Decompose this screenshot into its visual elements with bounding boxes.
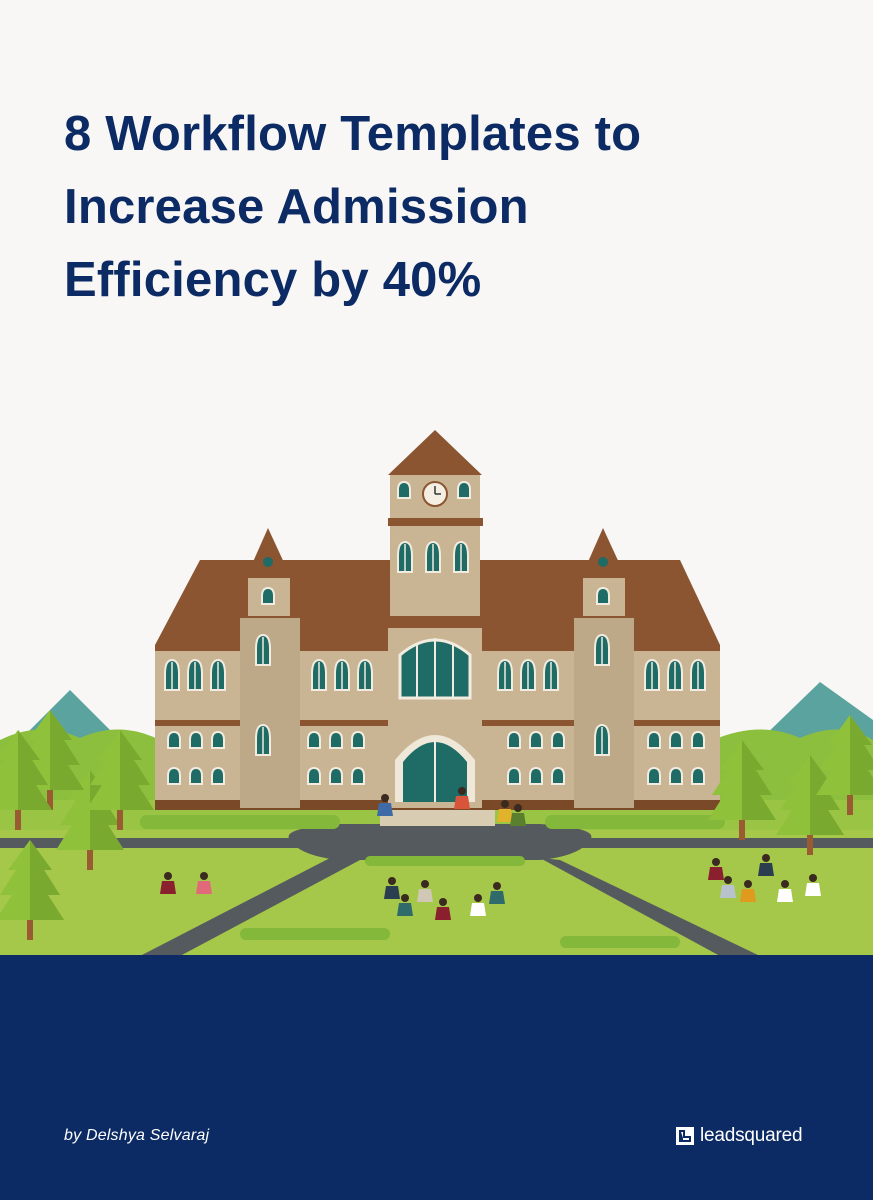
brand-name: leadsquared	[700, 1125, 803, 1146]
brand-logo: leadsquared	[676, 1125, 803, 1147]
title-line-1: 8 Workflow Templates to	[64, 107, 642, 161]
author-byline: by Delshya Selvaraj	[64, 1127, 210, 1144]
school-building-icon	[155, 430, 720, 810]
campus-illustration	[0, 430, 873, 956]
cover-footer: by Delshya Selvaraj leadsquared	[0, 955, 873, 1200]
leadsquared-logo-icon	[676, 1127, 694, 1145]
title-line-3: Efficiency by 40%	[64, 253, 482, 307]
cover-title: 8 Workflow Templates to Increase Admissi…	[64, 98, 784, 317]
title-line-2: Increase Admission	[64, 180, 529, 234]
